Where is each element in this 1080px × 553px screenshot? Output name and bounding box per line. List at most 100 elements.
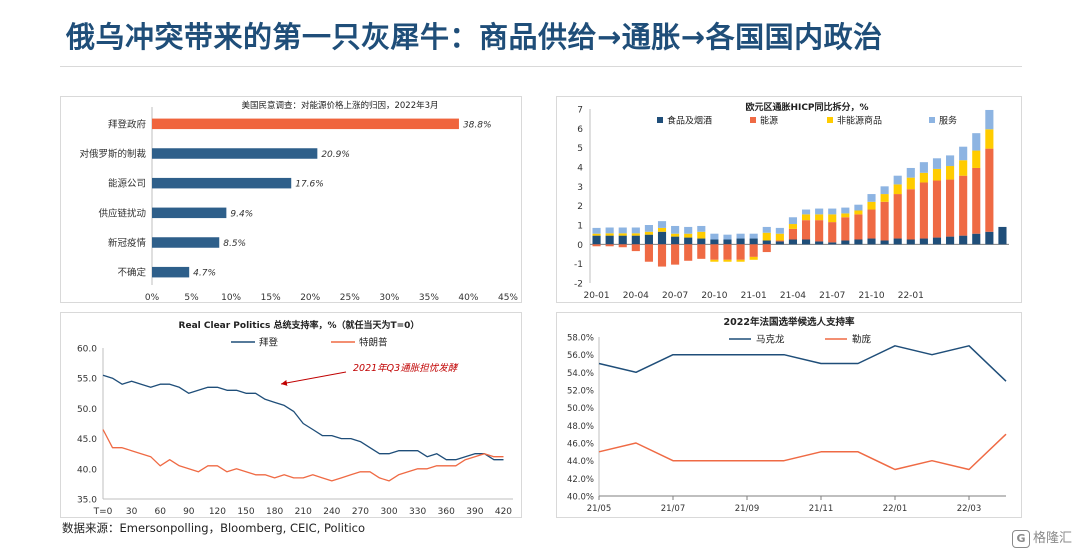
y-tick-label: 40.0%: [567, 493, 594, 503]
bar: [152, 207, 227, 219]
title-divider: [60, 66, 1022, 67]
bar-segment: [592, 244, 601, 247]
bar-segment: [841, 240, 850, 245]
bar-segment: [723, 244, 732, 260]
bar-segment: [684, 244, 693, 261]
bar-segment: [893, 175, 902, 185]
legend-swatch: [827, 117, 833, 123]
series-line: [102, 374, 504, 461]
bar-segment: [775, 240, 784, 242]
bar-segment: [631, 227, 640, 234]
data-label: 20.9%: [321, 150, 350, 160]
watermark-logo: G 格隆汇: [1012, 527, 1072, 548]
data-label: 17.6%: [295, 180, 324, 190]
bar-segment: [828, 214, 837, 223]
y-tick-label: 58.0%: [567, 334, 594, 344]
x-tick-label: 5%: [184, 293, 199, 302]
logo-icon: G: [1012, 530, 1030, 548]
page-title: 俄乌冲突带来的第一只灰犀牛：商品供给→通胀→各国国内政治: [66, 20, 883, 54]
annotation-arrow: [280, 371, 347, 386]
bar-segment: [893, 184, 902, 195]
y-tick-label: 46.0%: [567, 440, 594, 450]
bar-segment: [592, 233, 601, 236]
bar-segment: [932, 237, 942, 245]
bar-segment: [972, 167, 981, 234]
x-tick-label: 90: [183, 507, 195, 517]
legend-swatch: [750, 117, 756, 123]
x-tick-label: 21-10: [858, 291, 884, 301]
bar-segment: [867, 209, 876, 239]
rcp-chart: Real Clear Politics 总统支持率，%（就任当天为T=0） 35.…: [77, 319, 513, 517]
bar-segment: [985, 109, 994, 130]
y-tick-label: 48.0%: [567, 422, 594, 432]
bar-segment: [749, 238, 758, 245]
category-label: 能源公司: [108, 178, 146, 190]
bar-segment: [972, 133, 981, 151]
bar: [152, 177, 292, 189]
y-tick-label: 7: [577, 106, 583, 116]
x-tick-label: 420: [495, 507, 512, 517]
bar-segment: [697, 225, 706, 232]
y-tick-label: 40.0: [77, 465, 97, 475]
bar-segment: [919, 182, 928, 239]
bar-segment: [985, 129, 994, 149]
bar-segment: [684, 237, 693, 245]
y-tick-label: 52.0%: [567, 387, 594, 397]
bar-segment: [893, 238, 902, 245]
bar-segment: [801, 239, 811, 245]
bar-segment: [932, 158, 942, 169]
bar-segment: [710, 259, 719, 262]
chart-title: Real Clear Politics 总统支持率，%（就任当天为T=0）: [179, 319, 420, 331]
x-tick-label: 240: [323, 507, 340, 517]
bar-segment: [946, 155, 955, 167]
legend-label: 拜登: [259, 338, 279, 349]
y-tick-label: 44.0%: [567, 457, 594, 467]
bar: [152, 266, 190, 278]
bar-segment: [697, 244, 706, 259]
y-tick-label: 42.0%: [567, 475, 594, 485]
bar-segment: [959, 235, 968, 245]
bar-segment: [959, 175, 968, 236]
y-tick-label: 50.0%: [567, 404, 594, 414]
bar-segment: [657, 231, 667, 245]
y-tick-label: 60.0: [77, 345, 97, 355]
bar-segment: [762, 240, 771, 245]
france-chart-panel: 2022年法国选举候选人支持率 40.0% 42.0% 44.0% 46.0% 48.0%…: [556, 312, 1022, 518]
bar-segment: [618, 244, 627, 248]
bar-segment: [631, 235, 640, 245]
bar-segment: [710, 239, 719, 245]
x-tick-label: 180: [266, 507, 283, 517]
legend-label: 能源: [760, 115, 778, 127]
bar-segment: [644, 231, 653, 235]
bar-segment: [841, 217, 850, 241]
bar-segment: [946, 236, 955, 245]
bar-segment: [592, 227, 601, 234]
bar-segment: [998, 226, 1007, 245]
bar-segment: [946, 166, 955, 180]
bar-segment: [919, 172, 928, 183]
bar-segment: [788, 228, 798, 240]
france-chart: 2022年法国选举候选人支持率 40.0% 42.0% 44.0% 46.0% 48.0%…: [567, 316, 1007, 514]
category-label: 拜登政府: [108, 118, 147, 130]
bar: [152, 118, 459, 130]
x-tick-label: 45%: [498, 293, 518, 302]
bar-segment: [788, 217, 798, 225]
x-tick-label: 150: [237, 507, 254, 517]
y-tick-label: 0: [577, 241, 583, 251]
bar-segment: [723, 259, 732, 262]
bar-segment: [657, 244, 667, 267]
bar-segment: [919, 238, 928, 245]
bar-segment: [815, 208, 824, 215]
x-tick-label: 35%: [419, 293, 439, 302]
bar-segment: [605, 233, 614, 236]
bar-segment: [762, 244, 771, 253]
bar-segment: [867, 194, 876, 202]
bar-segment: [801, 220, 811, 240]
bar-segment: [880, 186, 889, 195]
bar-segment: [723, 239, 732, 245]
chart-title: 2022年法国选举候选人支持率: [724, 316, 855, 328]
x-tick-label: 40%: [458, 293, 478, 302]
x-tick-label: T=0: [93, 507, 113, 517]
x-tick-label: 21/11: [809, 504, 834, 514]
bar-segment: [985, 148, 994, 232]
